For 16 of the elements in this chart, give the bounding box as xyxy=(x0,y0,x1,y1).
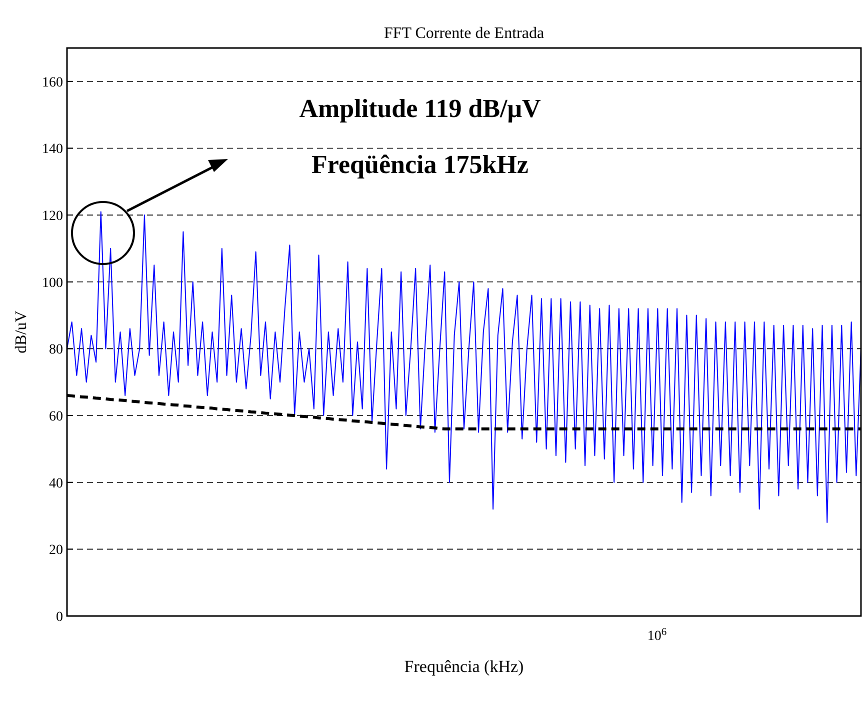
y-tick-label: 60 xyxy=(49,410,63,425)
y-tick-label: 160 xyxy=(42,75,63,90)
text: 10$^{6}$ xyxy=(647,626,667,644)
y-tick-label: 20 xyxy=(49,543,63,558)
y-axis-title: dB/uV xyxy=(13,310,30,354)
y-tick-label: 100 xyxy=(42,276,63,291)
y-tick-label: 40 xyxy=(49,476,63,492)
annotation: Amplitude 119 dB/μV xyxy=(299,94,541,123)
y-tick-label: 140 xyxy=(42,142,63,158)
y-tick-label: 120 xyxy=(42,209,63,224)
chart-title: FFT Corrente de Entrada xyxy=(384,25,544,42)
y-tick-label: 80 xyxy=(49,342,63,358)
annotation: Freqüência 175kHz xyxy=(312,150,528,179)
x-axis-title: Frequência (kHz) xyxy=(404,657,524,676)
y-tick-label: 0 xyxy=(56,610,63,625)
line-series xyxy=(67,211,861,523)
